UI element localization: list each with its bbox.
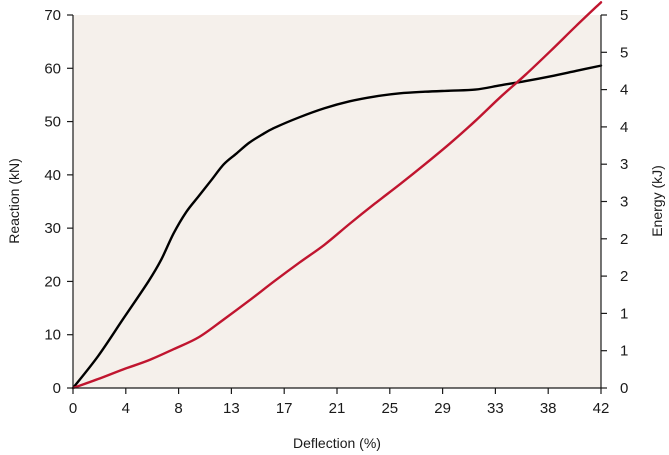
y-tick-label: 50 [44,114,61,131]
x-tick-label: 21 [329,400,346,417]
x-tick-label: 13 [223,400,240,417]
y-tick-label: 40 [44,167,61,184]
y2-tick-label: 5 [620,7,628,24]
y2-tick-label: 0 [620,380,628,397]
y-tick-label: 20 [44,273,61,290]
y-tick-label: 70 [44,7,61,24]
y2-tick-label: 3 [620,194,628,211]
y2-tick-label: 5 [620,44,628,61]
y2-tick-label: 3 [620,156,628,173]
x-tick-label: 0 [69,400,77,417]
y2-tick-label: 2 [620,231,628,248]
y-tick-label: 0 [53,380,61,397]
reaction-series-line [71,64,603,390]
y-tick-label: 30 [44,220,61,237]
series-layer [71,1,603,390]
x-tick-label: 25 [381,400,398,417]
x-tick-label: 17 [276,400,293,417]
x-tick-label: 4 [122,400,130,417]
y2-tick-label: 1 [620,343,628,360]
y-axis-label: Reaction (kN) [6,158,22,244]
y2-tick-label: 2 [620,268,628,285]
y2-tick-label: 4 [620,119,628,136]
x-tick-label: 8 [174,400,182,417]
x-tick-label: 42 [593,400,610,417]
x-tick-label: 29 [434,400,451,417]
x-tick-label: 38 [540,400,557,417]
x-tick-label: 33 [487,400,504,417]
y2-axis-label: Energy (kJ) [649,165,665,237]
y2-tick-label: 4 [620,82,628,99]
y-tick-label: 60 [44,60,61,77]
x-axis-label: Deflection (%) [293,435,381,451]
y-tick-label: 10 [44,327,61,344]
energy-series-line [71,1,603,390]
ticks-layer: 0 4 8 13 17 21 25 29 33 38 42010203040506070011223… [44,7,628,417]
plot-background [73,15,601,388]
y2-tick-label: 1 [620,305,628,322]
